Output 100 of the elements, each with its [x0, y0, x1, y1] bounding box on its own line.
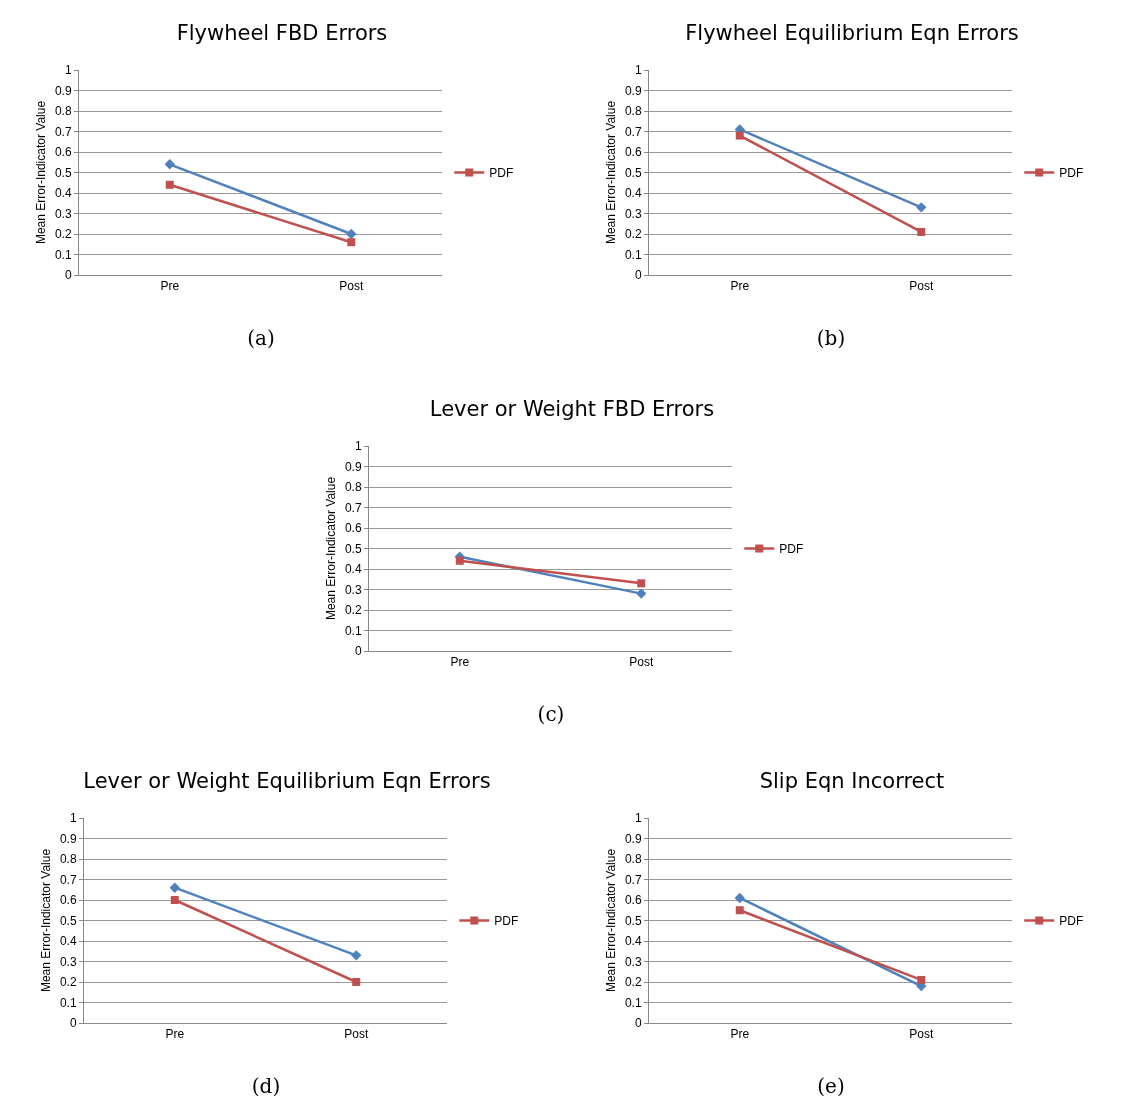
- x-tick-label: Post: [909, 1027, 934, 1042]
- y-axis-title: Mean Error-Indicator Value: [324, 476, 338, 621]
- y-tick-label: 0.9: [54, 83, 72, 98]
- y-tick-label: 0: [634, 1016, 642, 1031]
- point: [352, 978, 361, 986]
- legend-label: PDF: [1059, 914, 1084, 929]
- y-tick-label: 0.9: [624, 83, 642, 98]
- chart-title: Flywheel Equilibrium Eqn Errors: [685, 21, 1019, 45]
- y-axis-title: Mean Error-Indicator Value: [604, 100, 618, 245]
- text: (c): [537, 702, 565, 726]
- y-tick-label: 0.4: [54, 186, 72, 201]
- chart-title: Slip Eqn Incorrect: [759, 769, 945, 793]
- y-tick-label: 0.2: [344, 603, 362, 618]
- y-tick-label: 0.4: [624, 934, 642, 949]
- y-tick-label: 0.8: [59, 852, 77, 867]
- x-tick-label: Pre: [730, 1027, 750, 1042]
- point: [917, 975, 926, 984]
- y-tick-label: 0.1: [624, 995, 642, 1010]
- y-tick-label: 0.2: [59, 975, 77, 990]
- text: (d): [251, 1074, 281, 1098]
- y-tick-label: 0.6: [54, 145, 72, 160]
- legend-label: PDF: [1059, 166, 1084, 181]
- y-tick-label: 0.7: [624, 124, 642, 139]
- y-tick-label: 0: [69, 1016, 77, 1031]
- y-tick-label: 0.7: [624, 872, 642, 887]
- y-tick-label: 0.3: [624, 206, 642, 221]
- point: [164, 159, 175, 170]
- y-tick-label: 0.3: [54, 206, 72, 221]
- chart-title: Lever or Weight Equilibrium Eqn Errors: [83, 769, 491, 793]
- y-tick-label: 0.4: [59, 934, 77, 949]
- y-tick-label: 1: [354, 439, 362, 454]
- y-tick-label: 0.2: [54, 227, 72, 242]
- y-tick-label: 0.1: [54, 247, 72, 262]
- point: [170, 896, 179, 904]
- y-tick-label: 0.6: [59, 893, 77, 908]
- point: [169, 882, 180, 893]
- y-tick-label: 0.5: [624, 913, 642, 928]
- x-tick-label: Pre: [450, 655, 470, 670]
- y-tick-label: 0.9: [344, 459, 362, 474]
- x-tick-label: Post: [629, 655, 654, 670]
- y-tick-label: 1: [634, 63, 642, 78]
- chart-title: Lever or Weight FBD Errors: [429, 397, 715, 421]
- point: [734, 892, 745, 904]
- y-tick-label: 0: [64, 268, 72, 283]
- y-tick-label: 0.5: [54, 165, 72, 180]
- y-tick-label: 0: [634, 268, 642, 283]
- y-tick-label: 0.1: [624, 247, 642, 262]
- point: [351, 950, 362, 961]
- y-tick-label: 0.9: [59, 831, 77, 846]
- y-tick-label: 0.5: [59, 913, 77, 928]
- y-axis-title: Mean Error-Indicator Value: [34, 100, 48, 245]
- y-tick-label: 0.8: [624, 852, 642, 867]
- y-tick-label: 0.8: [344, 480, 362, 495]
- y-tick-label: 0.6: [344, 521, 362, 536]
- point: [637, 579, 646, 588]
- x-tick-label: Pre: [160, 279, 180, 294]
- y-tick-label: 0.6: [624, 145, 642, 160]
- chart-title: Flywheel FBD Errors: [176, 21, 388, 45]
- point: [636, 588, 647, 599]
- x-tick-label: Post: [909, 279, 934, 294]
- y-tick-label: 0.8: [54, 104, 72, 119]
- y-axis-title: Mean Error-Indicator Value: [39, 848, 53, 993]
- point: [165, 180, 174, 189]
- legend-label: PDF: [494, 914, 519, 929]
- y-tick-label: 1: [634, 811, 642, 826]
- text: (b): [816, 326, 846, 350]
- y-tick-label: 0.6: [624, 893, 642, 908]
- text: (e): [817, 1074, 845, 1098]
- point: [916, 202, 927, 213]
- y-tick-label: 0.3: [624, 954, 642, 969]
- y-tick-label: 0.3: [344, 582, 362, 597]
- point: [455, 556, 464, 565]
- legend-label: PDF: [489, 166, 514, 181]
- y-tick-label: 0.9: [624, 831, 642, 846]
- x-tick-label: Post: [344, 1027, 369, 1042]
- x-tick-label: Pre: [730, 279, 750, 294]
- point: [735, 906, 744, 915]
- point: [346, 228, 357, 240]
- y-tick-label: 0.5: [624, 165, 642, 180]
- y-tick-label: 0.5: [344, 541, 362, 556]
- y-tick-label: 0.7: [344, 500, 362, 515]
- y-tick-label: 1: [69, 811, 77, 826]
- y-tick-label: 1: [64, 63, 72, 78]
- point: [347, 238, 356, 247]
- x-tick-label: Pre: [165, 1027, 185, 1042]
- legend-label: PDF: [779, 542, 804, 557]
- x-tick-label: Post: [339, 279, 364, 294]
- y-tick-label: 0.3: [59, 954, 77, 969]
- y-tick-label: 0.2: [624, 227, 642, 242]
- y-tick-label: 0.4: [624, 186, 642, 201]
- y-tick-label: 0.2: [624, 975, 642, 990]
- y-axis-title: Mean Error-Indicator Value: [604, 848, 618, 993]
- text: (a): [247, 326, 275, 350]
- point: [917, 227, 926, 236]
- y-tick-label: 0.1: [344, 623, 362, 638]
- point: [735, 131, 744, 140]
- y-tick-label: 0.1: [59, 995, 77, 1010]
- y-tick-label: 0: [354, 644, 362, 659]
- y-tick-label: 0.4: [344, 562, 362, 577]
- y-tick-label: 0.7: [59, 872, 77, 887]
